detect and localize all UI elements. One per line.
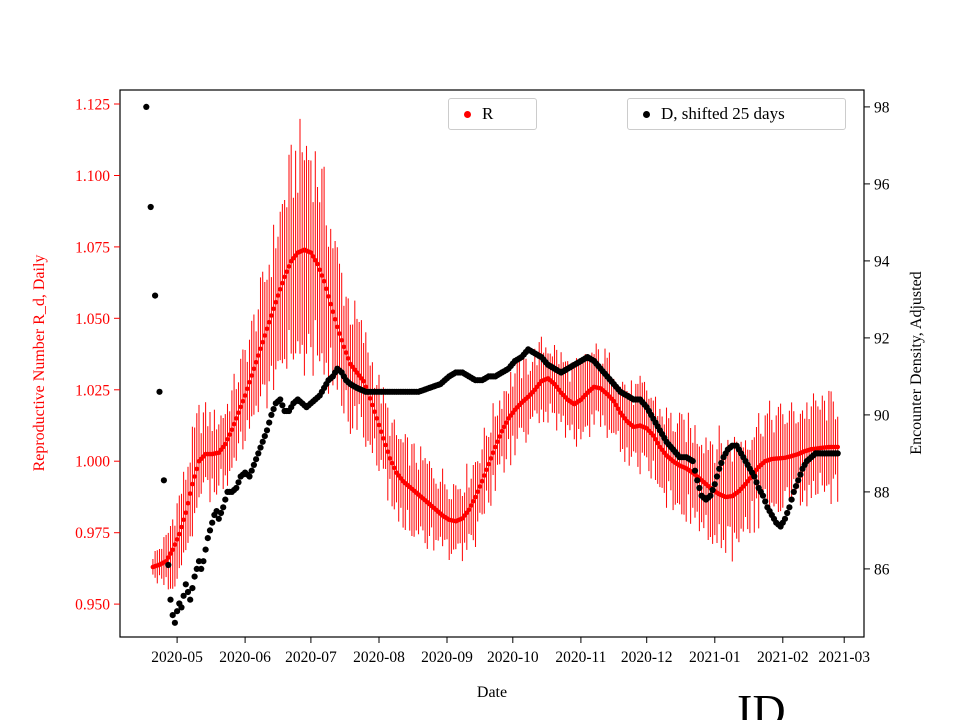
right-axis-title: Encounter Density, Adjusted	[908, 271, 925, 455]
legend-r-label: R	[482, 104, 494, 123]
svg-text:94: 94	[874, 253, 890, 270]
svg-text:0.975: 0.975	[75, 525, 110, 542]
svg-text:86: 86	[874, 561, 890, 578]
legend-r-marker-icon	[464, 110, 471, 118]
svg-text:2021-01: 2021-01	[689, 649, 741, 666]
plot-frame	[119, 89, 865, 638]
svg-text:1.050: 1.050	[75, 311, 110, 328]
svg-text:2020-11: 2020-11	[555, 649, 606, 666]
left-axis-ticks: 0.950 0.975 1.000 1.025 1.050 1.075 1.100 1.125	[75, 97, 120, 614]
svg-text:1.000: 1.000	[75, 454, 110, 471]
svg-text:96: 96	[874, 176, 890, 193]
svg-text:1.025: 1.025	[75, 382, 110, 399]
legend-d-label: D, shifted 25 days	[661, 104, 785, 123]
watermark-text: ID	[737, 685, 786, 720]
svg-text:98: 98	[874, 99, 890, 116]
svg-text:2020-07: 2020-07	[285, 649, 337, 666]
svg-text:2020-10: 2020-10	[487, 649, 539, 666]
svg-text:92: 92	[874, 330, 890, 347]
legend-d: D, shifted 25 days	[627, 98, 846, 130]
d-series-dots	[143, 103, 841, 626]
legend-r: R	[448, 98, 537, 130]
r-series-dots	[150, 247, 840, 570]
svg-text:90: 90	[874, 407, 890, 424]
r-error-bars	[152, 118, 839, 590]
svg-text:2020-06: 2020-06	[219, 649, 271, 666]
svg-text:1.075: 1.075	[75, 239, 110, 256]
svg-text:2020-12: 2020-12	[621, 649, 673, 666]
svg-text:2020-09: 2020-09	[421, 649, 473, 666]
svg-text:1.100: 1.100	[75, 168, 110, 185]
legend-d-marker-icon	[643, 110, 650, 118]
svg-text:0.950: 0.950	[75, 597, 110, 614]
right-axis-ticks: 86 88 90 92 94 96 98	[864, 99, 890, 578]
svg-text:88: 88	[874, 484, 890, 501]
svg-text:2020-05: 2020-05	[151, 649, 203, 666]
x-axis-ticks: 2020-05 2020-06 2020-07 2020-08 2020-09 2020-…	[151, 637, 870, 666]
svg-text:1.125: 1.125	[75, 97, 110, 114]
svg-text:2021-03: 2021-03	[818, 649, 870, 666]
svg-text:2021-02: 2021-02	[757, 649, 809, 666]
x-axis-title: Date	[476, 684, 508, 701]
svg-text:2020-08: 2020-08	[353, 649, 405, 666]
left-axis-title: Reproductive Number R_d, Daily	[31, 254, 48, 472]
